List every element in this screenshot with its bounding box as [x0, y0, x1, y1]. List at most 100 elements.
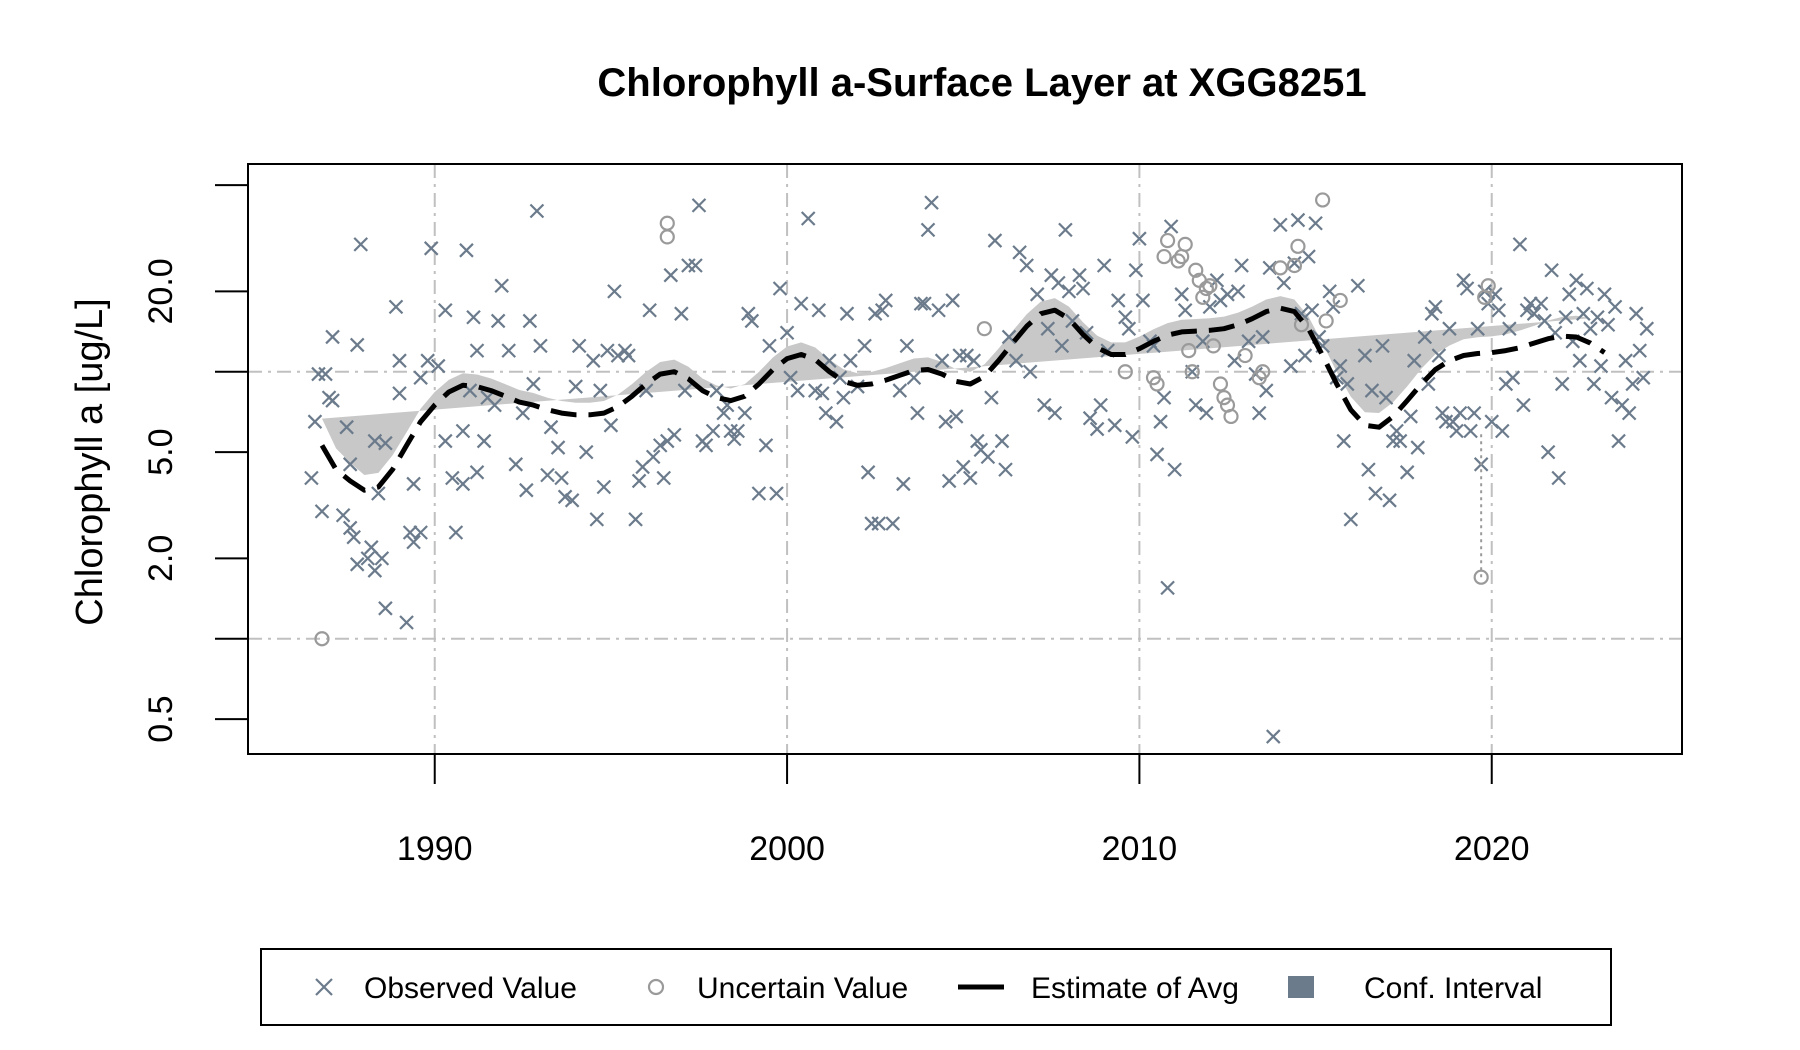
y-axis: 0.5 2.0 5.0 20.0 — [142, 184, 248, 743]
observed-point — [1558, 309, 1574, 325]
observed-point — [691, 198, 707, 213]
observed-point-stroke-b — [522, 313, 538, 329]
observed-point-stroke-b — [945, 293, 960, 308]
observed-point — [596, 479, 612, 495]
observed-point — [631, 473, 647, 489]
observed-point — [1449, 423, 1464, 439]
observed-point-stroke-b — [751, 486, 767, 501]
observed-point-stroke-b — [924, 195, 939, 210]
observed-point — [931, 302, 946, 318]
observed-point-stroke-b — [430, 358, 446, 374]
observed-point-stroke-b — [1579, 281, 1595, 296]
observed-point-stroke-b — [1051, 275, 1066, 291]
observed-point — [1399, 465, 1415, 480]
observed-point-stroke-b — [420, 353, 435, 368]
observed-point-stroke-b — [741, 306, 756, 321]
legend-circle-marker — [647, 978, 665, 996]
observed-point-stroke-b — [832, 370, 848, 385]
observed-point — [896, 476, 911, 492]
observed-point — [1174, 287, 1189, 302]
observed-point-stroke-b — [529, 203, 545, 219]
observed-point-stroke-b — [994, 433, 1010, 449]
observed-point-stroke-b — [1389, 423, 1404, 439]
observed-point — [621, 348, 636, 363]
observed-point — [726, 431, 742, 447]
observed-point-stroke-b — [353, 237, 369, 252]
observed-point — [1234, 258, 1249, 273]
observed-point-stroke-b — [1125, 429, 1140, 445]
observed-point — [1632, 343, 1647, 358]
observed-point — [1385, 433, 1401, 449]
observed-point-stroke-b — [688, 258, 703, 273]
observed-point-stroke-b — [674, 306, 689, 321]
observed-point — [818, 405, 834, 421]
observed-point-stroke-b — [1385, 433, 1401, 449]
observed-point — [1424, 306, 1440, 321]
observed-point-stroke-b — [1304, 302, 1320, 318]
x-tick-label-2020: 2020 — [1454, 830, 1530, 868]
observed-point-stroke-b — [1576, 306, 1591, 321]
observed-point — [371, 486, 386, 501]
observed-point — [406, 476, 421, 492]
observed-point — [1135, 293, 1151, 308]
observed-point — [1276, 275, 1292, 291]
observed-point-stroke-b — [1044, 267, 1059, 283]
observed-point — [952, 348, 967, 363]
observed-point-stroke-b — [744, 313, 760, 329]
observed-point-stroke-b — [445, 470, 460, 486]
observed-point-stroke-b — [864, 516, 879, 531]
observed-point — [571, 338, 587, 354]
observed-point-stroke-b — [656, 470, 672, 486]
observed-point — [1533, 296, 1549, 311]
observed-point-stroke-b — [1258, 383, 1274, 398]
observed-point-stroke-b — [998, 462, 1013, 477]
observed-point-stroke-b — [1502, 321, 1517, 336]
observed-point — [1340, 376, 1355, 392]
observed-point-stroke-b — [1336, 433, 1352, 449]
observed-point-stroke-b — [1590, 309, 1605, 325]
observed-point-stroke-b — [603, 418, 619, 433]
observed-point-stroke-b — [438, 433, 453, 449]
observed-point-stroke-b — [1089, 421, 1105, 437]
observed-point-stroke-b — [1459, 281, 1475, 296]
uncertain-point — [1332, 292, 1348, 309]
observed-point-stroke-b — [959, 348, 975, 363]
observed-point — [688, 258, 703, 273]
observed-point — [469, 343, 485, 358]
observed-point-stroke-b — [325, 329, 340, 345]
observed-point-stroke-b — [1019, 258, 1034, 273]
observed-point — [593, 383, 608, 398]
observed-point-stroke-b — [762, 338, 777, 354]
observed-point — [948, 409, 964, 424]
observed-point — [1188, 397, 1204, 413]
observed-point-stroke-b — [1632, 343, 1647, 358]
observed-point — [392, 353, 407, 368]
observed-point-stroke-b — [885, 516, 901, 531]
observed-point-stroke-b — [769, 486, 784, 501]
observed-point — [515, 405, 531, 421]
observed-point — [438, 302, 453, 318]
uncertain-point — [1480, 278, 1496, 294]
observed-point — [1512, 237, 1528, 252]
observed-point-stroke-b — [469, 465, 485, 480]
observed-point-stroke-b — [1572, 353, 1588, 368]
observed-point — [674, 306, 689, 321]
observed-point-stroke-b — [1410, 440, 1426, 455]
observed-point-stroke-b — [1378, 390, 1394, 405]
uncertain-point — [1202, 278, 1218, 294]
observed-point — [758, 438, 774, 453]
observed-point — [998, 462, 1013, 477]
legend-label-ci: Conf. Interval — [1364, 972, 1542, 1005]
observed-point — [346, 529, 361, 545]
observed-point — [1417, 329, 1433, 345]
observed-point — [1089, 421, 1105, 437]
uncertain-points — [314, 192, 1496, 647]
observed-point-stroke-b — [1276, 275, 1292, 291]
observed-point — [550, 440, 566, 455]
observed-point-stroke-b — [533, 338, 548, 354]
observed-point — [367, 563, 383, 578]
observed-point — [1160, 580, 1175, 596]
observed-point — [1118, 309, 1133, 325]
observed-point-stroke-b — [938, 414, 953, 429]
observed-point-stroke-b — [1128, 262, 1144, 278]
